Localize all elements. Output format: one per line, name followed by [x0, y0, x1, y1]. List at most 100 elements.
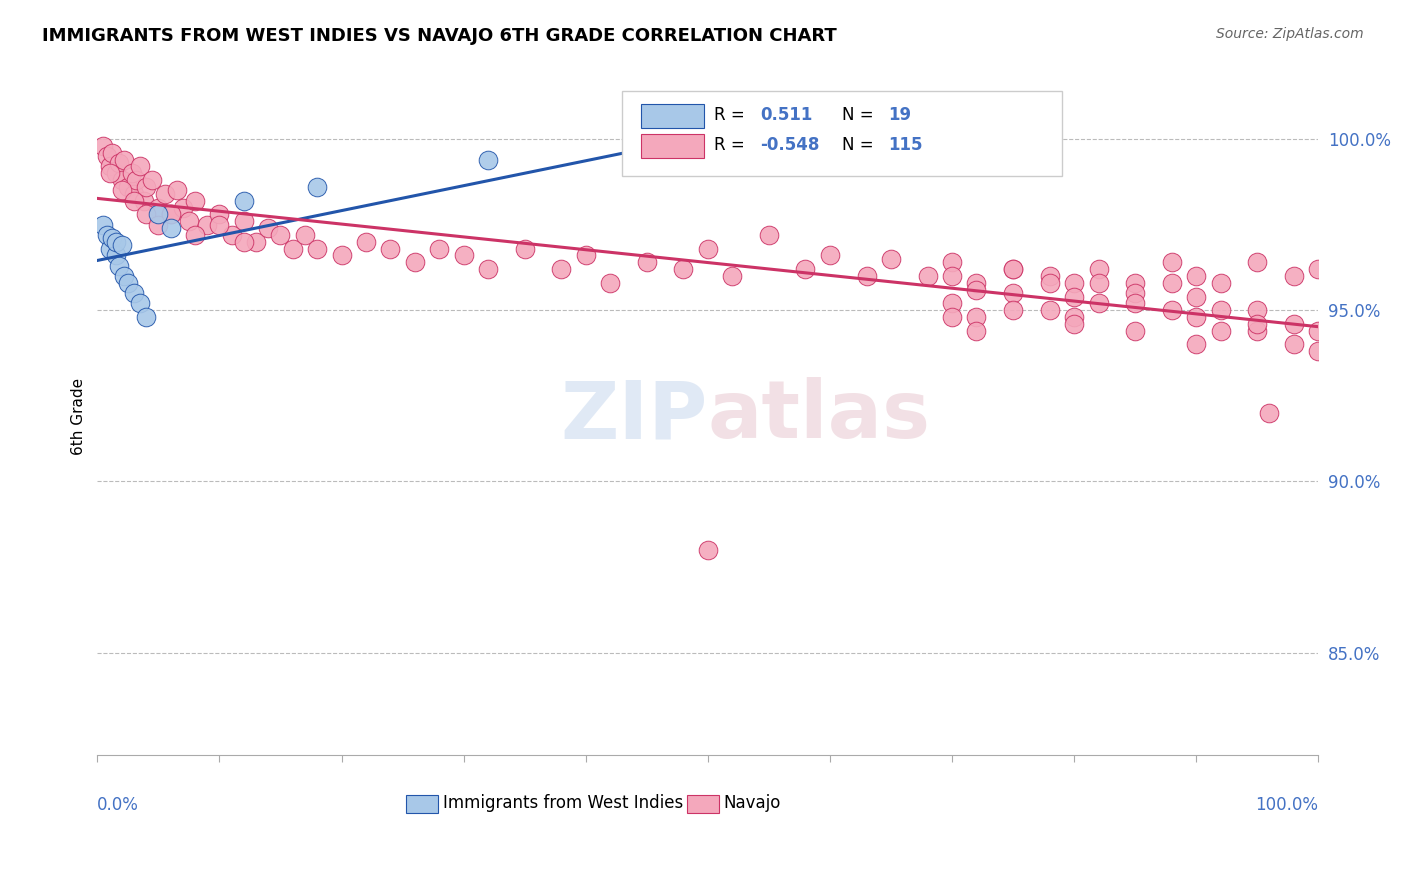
- Point: [1002, 262, 1025, 277]
- Point: [111, 183, 134, 197]
- Point: [232, 214, 254, 228]
- Text: R =: R =: [714, 106, 749, 124]
- Y-axis label: 6th Grade: 6th Grade: [72, 378, 86, 455]
- Text: -0.548: -0.548: [761, 136, 820, 154]
- Point: [1160, 276, 1182, 290]
- Point: [636, 255, 658, 269]
- Point: [965, 276, 987, 290]
- Point: [794, 262, 817, 277]
- Point: [1063, 317, 1085, 331]
- Point: [135, 207, 157, 221]
- Point: [1209, 303, 1232, 318]
- Point: [111, 238, 134, 252]
- Point: [257, 221, 280, 235]
- Point: [108, 259, 131, 273]
- Point: [98, 242, 121, 256]
- Point: [307, 242, 329, 256]
- Point: [354, 235, 377, 249]
- Text: 115: 115: [889, 136, 922, 154]
- Point: [135, 310, 157, 324]
- Point: [177, 214, 200, 228]
- Point: [1039, 303, 1062, 318]
- Point: [599, 276, 621, 290]
- Point: [245, 235, 267, 249]
- Text: 0.0%: 0.0%: [97, 796, 139, 814]
- Point: [125, 173, 148, 187]
- Point: [1308, 344, 1330, 359]
- Text: N =: N =: [842, 106, 879, 124]
- Point: [104, 248, 127, 262]
- Point: [818, 248, 841, 262]
- Point: [965, 283, 987, 297]
- Text: 100.0%: 100.0%: [1256, 796, 1319, 814]
- Point: [117, 276, 139, 290]
- Point: [1063, 310, 1085, 324]
- Point: [101, 231, 124, 245]
- Point: [104, 166, 127, 180]
- Point: [1185, 289, 1208, 303]
- Point: [1308, 262, 1330, 277]
- Point: [108, 156, 131, 170]
- Point: [941, 268, 963, 283]
- Point: [117, 180, 139, 194]
- Point: [93, 218, 115, 232]
- Point: [184, 194, 207, 208]
- Point: [307, 180, 329, 194]
- Point: [98, 166, 121, 180]
- Point: [1002, 303, 1025, 318]
- FancyBboxPatch shape: [641, 103, 704, 128]
- Point: [122, 186, 145, 201]
- Text: R =: R =: [714, 136, 749, 154]
- Point: [696, 242, 718, 256]
- Point: [477, 153, 499, 167]
- Point: [672, 160, 695, 174]
- Text: Source: ZipAtlas.com: Source: ZipAtlas.com: [1216, 27, 1364, 41]
- Point: [550, 262, 572, 277]
- Point: [208, 207, 231, 221]
- Point: [1185, 268, 1208, 283]
- Point: [98, 160, 121, 174]
- Point: [1087, 262, 1109, 277]
- Point: [965, 324, 987, 338]
- FancyBboxPatch shape: [641, 134, 704, 158]
- Point: [1087, 296, 1109, 310]
- Point: [122, 286, 145, 301]
- Point: [101, 145, 124, 160]
- Text: 0.511: 0.511: [761, 106, 813, 124]
- Point: [153, 186, 176, 201]
- Point: [121, 166, 143, 180]
- Point: [96, 149, 118, 163]
- Point: [129, 160, 152, 174]
- Text: N =: N =: [842, 136, 879, 154]
- FancyBboxPatch shape: [406, 796, 439, 813]
- Point: [135, 180, 157, 194]
- Text: Immigrants from West Indies: Immigrants from West Indies: [443, 794, 683, 812]
- Point: [232, 235, 254, 249]
- Point: [477, 262, 499, 277]
- Point: [112, 268, 135, 283]
- Point: [1087, 276, 1109, 290]
- Point: [184, 227, 207, 242]
- Point: [159, 221, 181, 235]
- FancyBboxPatch shape: [688, 796, 718, 813]
- FancyBboxPatch shape: [623, 91, 1062, 176]
- Point: [1258, 406, 1281, 420]
- Point: [513, 242, 536, 256]
- Point: [148, 207, 170, 221]
- Point: [758, 227, 780, 242]
- Point: [294, 227, 316, 242]
- Point: [1246, 303, 1268, 318]
- Point: [1123, 286, 1146, 301]
- Point: [404, 255, 426, 269]
- Point: [104, 235, 127, 249]
- Point: [1063, 289, 1085, 303]
- Point: [221, 227, 243, 242]
- Point: [148, 201, 170, 215]
- Point: [855, 268, 877, 283]
- Text: 19: 19: [889, 106, 911, 124]
- Point: [1123, 276, 1146, 290]
- Point: [129, 296, 152, 310]
- Point: [172, 201, 194, 215]
- Point: [1002, 286, 1025, 301]
- Point: [575, 248, 598, 262]
